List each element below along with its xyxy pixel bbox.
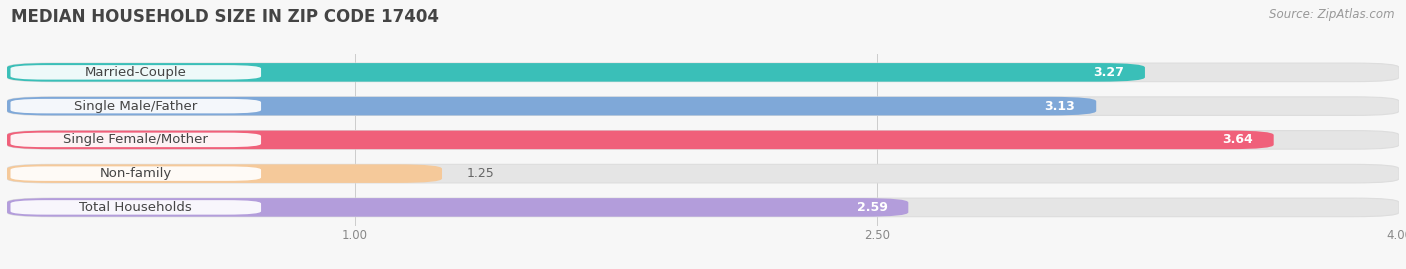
FancyBboxPatch shape bbox=[7, 198, 1399, 217]
FancyBboxPatch shape bbox=[10, 133, 262, 147]
Text: 3.13: 3.13 bbox=[1045, 100, 1076, 113]
FancyBboxPatch shape bbox=[7, 97, 1399, 115]
Text: 3.27: 3.27 bbox=[1094, 66, 1123, 79]
Text: 2.59: 2.59 bbox=[856, 201, 887, 214]
Text: 1.25: 1.25 bbox=[467, 167, 494, 180]
Text: 3.64: 3.64 bbox=[1222, 133, 1253, 146]
FancyBboxPatch shape bbox=[10, 99, 262, 113]
Text: Single Male/Father: Single Male/Father bbox=[75, 100, 197, 113]
FancyBboxPatch shape bbox=[7, 130, 1274, 149]
FancyBboxPatch shape bbox=[7, 198, 908, 217]
FancyBboxPatch shape bbox=[7, 63, 1399, 82]
FancyBboxPatch shape bbox=[7, 63, 1144, 82]
FancyBboxPatch shape bbox=[7, 164, 441, 183]
Text: Non-family: Non-family bbox=[100, 167, 172, 180]
FancyBboxPatch shape bbox=[7, 97, 1097, 115]
FancyBboxPatch shape bbox=[7, 130, 1399, 149]
FancyBboxPatch shape bbox=[10, 167, 262, 181]
Text: Single Female/Mother: Single Female/Mother bbox=[63, 133, 208, 146]
FancyBboxPatch shape bbox=[10, 65, 262, 80]
Text: Source: ZipAtlas.com: Source: ZipAtlas.com bbox=[1270, 8, 1395, 21]
Text: Total Households: Total Households bbox=[79, 201, 193, 214]
FancyBboxPatch shape bbox=[10, 200, 262, 215]
Text: MEDIAN HOUSEHOLD SIZE IN ZIP CODE 17404: MEDIAN HOUSEHOLD SIZE IN ZIP CODE 17404 bbox=[11, 8, 439, 26]
Text: Married-Couple: Married-Couple bbox=[84, 66, 187, 79]
FancyBboxPatch shape bbox=[7, 164, 1399, 183]
